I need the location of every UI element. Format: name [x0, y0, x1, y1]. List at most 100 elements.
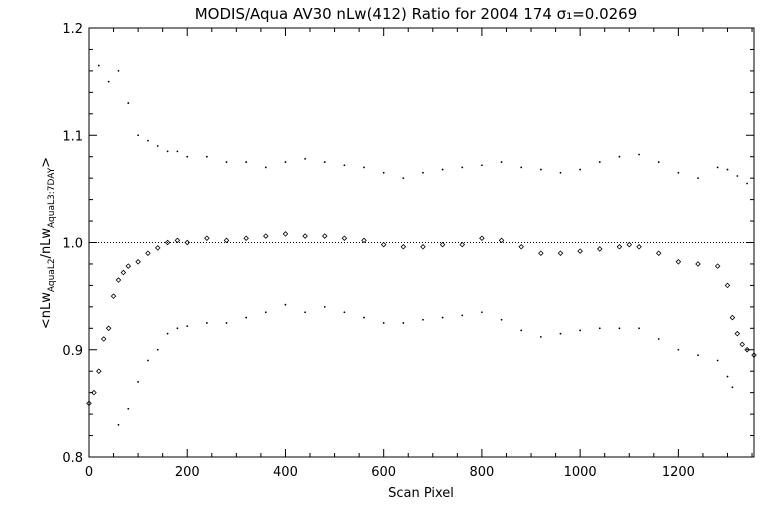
y-tick-label: 1.1 [62, 129, 83, 144]
band-point [343, 311, 346, 314]
data-point [96, 368, 102, 374]
data-point [695, 261, 701, 267]
band-point [618, 327, 621, 330]
data-point [597, 246, 603, 252]
band-point [402, 322, 405, 324]
band-point [441, 316, 444, 319]
band-point [363, 316, 365, 319]
data-point [223, 237, 230, 244]
data-point [626, 241, 633, 248]
data-point [518, 244, 524, 250]
data-point [380, 241, 387, 248]
data-point [125, 263, 132, 269]
band-point [117, 70, 120, 72]
band-point [618, 155, 621, 158]
data-point [655, 250, 662, 256]
band-point [225, 322, 228, 324]
band-point [638, 153, 640, 156]
band-point [284, 161, 287, 163]
y-tick-label: 0.9 [62, 344, 83, 359]
data-point [739, 341, 745, 348]
data-point [400, 244, 407, 250]
band-point [156, 348, 159, 351]
band-point [500, 318, 503, 321]
band-point [461, 314, 464, 317]
x-tick-label: 0 [85, 465, 93, 480]
data-point [714, 263, 721, 269]
band-point [598, 327, 601, 330]
band-point [726, 375, 729, 378]
band-point [323, 305, 326, 308]
data-point [164, 239, 171, 246]
data-point [616, 244, 623, 250]
band-point [166, 150, 169, 153]
x-tick-label: 600 [371, 465, 396, 480]
band-point [716, 359, 719, 362]
data-point [420, 244, 426, 250]
data-point [729, 314, 736, 321]
x-tick-label: 400 [273, 465, 298, 480]
band-point [176, 327, 179, 330]
data-point [439, 241, 446, 248]
band-point [559, 332, 562, 335]
data-point [174, 237, 181, 244]
data-point [135, 259, 141, 265]
band-point [127, 407, 130, 410]
data-point [744, 346, 750, 353]
data-point [341, 235, 348, 241]
band-point [461, 166, 464, 169]
band-point [539, 168, 542, 171]
data-point [120, 269, 127, 276]
x-tick-label: 1200 [662, 465, 695, 480]
data-point [302, 233, 308, 239]
data-point [538, 250, 544, 256]
band-point [736, 175, 739, 177]
band-point [245, 161, 248, 163]
y-axis-title-sub-2: AquaL3:7DAY [47, 167, 57, 228]
data-point [459, 241, 466, 248]
band-point [481, 311, 483, 314]
band-point [677, 171, 680, 174]
band-point [323, 161, 326, 163]
band-point [186, 325, 189, 328]
data-point [91, 389, 97, 396]
band-point [137, 134, 140, 137]
band-point [657, 338, 660, 340]
band-point [205, 155, 208, 158]
band-point [726, 168, 729, 171]
tick-layer: 0 200 400 600 800 1000 1200 0.8 0.9 1.0 1.1 1.2 [62, 22, 754, 480]
data-point [479, 235, 485, 241]
data-point [154, 245, 161, 251]
band-point [304, 311, 307, 314]
band-point [559, 171, 562, 174]
y-tick-label: 1.0 [62, 237, 83, 252]
x-tick-label: 800 [469, 465, 494, 480]
band-point [264, 166, 267, 169]
y-axis-title: <nLwAquaL2/nLwAquaL3:7DAY> [39, 157, 57, 329]
y-tick-label: 1.2 [62, 22, 83, 37]
data-point [263, 233, 269, 239]
data-point [751, 352, 757, 358]
data-point [734, 330, 741, 337]
band-point [166, 332, 169, 335]
y-axis-title-part-1: <nLw [39, 292, 54, 329]
band-point [343, 164, 346, 167]
band-point [638, 327, 640, 330]
band-point [520, 166, 523, 169]
data-point [282, 231, 289, 237]
y-tick-label: 0.8 [62, 451, 83, 466]
data-point [145, 250, 151, 256]
point-layer [86, 64, 757, 426]
data-point [577, 248, 583, 254]
data-point [321, 233, 328, 239]
band-point [117, 423, 120, 426]
data-point [204, 235, 210, 241]
band-point [225, 161, 228, 163]
band-point [284, 303, 287, 306]
band-point [382, 171, 385, 174]
band-point [731, 386, 734, 389]
data-point [86, 400, 92, 407]
chart-title: MODIS/Aqua AV30 nLw(412) Ratio for 2004 … [195, 5, 638, 23]
